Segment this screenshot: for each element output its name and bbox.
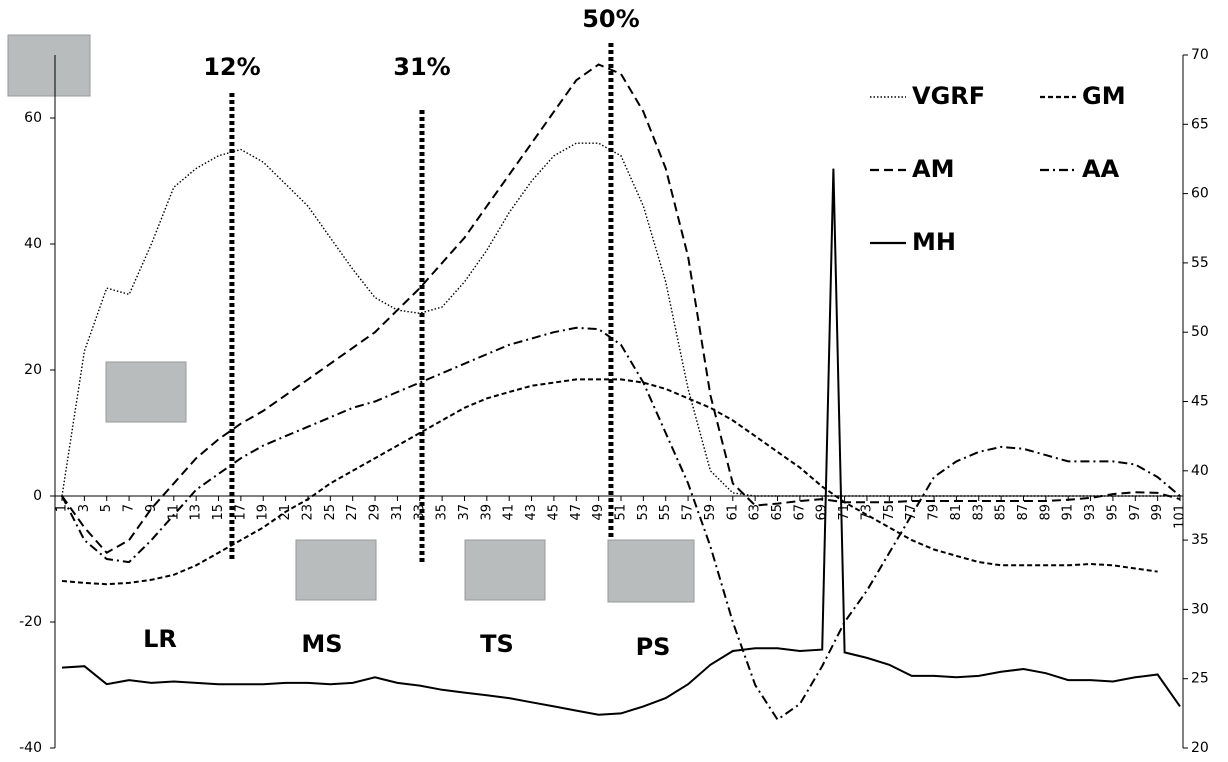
x-tick-label: 63 [748,504,763,521]
legend-label: MH [912,228,956,256]
x-tick-label: 95 [1105,504,1120,521]
y-tick-label: -40 [19,740,42,756]
x-tick-label: 35 [435,504,450,521]
photo [8,35,90,96]
legend-label: AM [912,155,954,183]
y2-tick-label: 25 [1191,671,1209,687]
x-tick-label: 101 [1173,504,1188,529]
x-tick-label: 11 [166,504,181,521]
x-tick-label: 99 [1150,504,1165,521]
y2-tick-label: 65 [1191,116,1209,132]
x-tick-label: 41 [502,504,517,521]
x-tick-label: 79 [927,504,942,521]
x-tick-label: 87 [1016,504,1031,521]
y-tick-label: 0 [33,488,42,504]
x-tick-label: 7 [122,504,137,512]
x-tick-label: 37 [457,504,472,521]
phase-label: PS [636,633,671,661]
annotation: 50% [582,5,639,33]
x-tick-label: 3 [77,504,92,512]
x-tick-label: 67 [792,504,807,521]
x-tick-label: 49 [591,504,606,521]
legend-label: GM [1082,82,1126,110]
x-tick-label: 89 [1038,504,1053,521]
y2-tick-label: 70 [1191,47,1209,63]
x-tick-label: 81 [949,504,964,521]
x-tick-label: 97 [1128,504,1143,521]
legend-label: AA [1082,155,1120,183]
x-tick-label: 93 [1083,504,1098,521]
x-tick-label: 19 [256,504,271,521]
phase-label: LR [143,625,177,653]
x-tick-label: 51 [614,504,629,521]
x-tick-label: 83 [971,504,986,521]
y2-tick-label: 20 [1191,740,1209,756]
chart: LR MS TS PS -40 -20 0 20 40 60 20 25 30 35 40 45 50 5… [0,0,1228,758]
y2-tick-label: 40 [1191,463,1209,479]
x-tick-label: 85 [994,504,1009,521]
x-tick-label: 55 [658,504,673,521]
x-tick-label: 65 [770,504,785,521]
y2-tick-label: 55 [1191,255,1209,271]
x-tick-label: 9 [144,504,159,512]
x-tick-label: 53 [636,504,651,521]
x-tick-label: 15 [211,504,226,521]
legend-label: VGRF [912,82,985,110]
x-tick-label: 27 [345,504,360,521]
y2-tick-label: 50 [1191,324,1209,340]
x-tick-label: 59 [703,504,718,521]
x-tick-label: 69 [815,504,830,521]
phase-label: TS [480,630,514,658]
y-tick-label: 40 [24,236,42,252]
x-tick-label: 29 [368,504,383,521]
x-tick-label: 45 [546,504,561,521]
y2-tick-label: 45 [1191,394,1209,410]
x-tick-label: 61 [725,504,740,521]
x-tick-label: 91 [1061,504,1076,521]
x-tick-label: 57 [681,504,696,521]
y-tick-label: 20 [24,362,42,378]
photo [608,540,694,602]
x-tick-label: 39 [479,504,494,521]
y2-tick-label: 35 [1191,532,1209,548]
x-tick-label: 31 [390,504,405,521]
x-tick-label: 43 [524,504,539,521]
y2-tick-label: 60 [1191,186,1209,202]
photo [296,540,376,600]
x-tick-label: 47 [569,504,584,521]
photo [106,362,186,422]
y2-tick-label: 30 [1191,601,1209,617]
x-tick-label: 71 [837,504,852,521]
x-tick-label: 75 [882,504,897,521]
x-tick-label: 25 [323,504,338,521]
x-tick-label: 23 [300,504,315,521]
x-tick-label: 5 [99,504,114,512]
annotation: 31% [393,53,450,81]
y-tick-label: 60 [24,110,42,126]
y-tick-label: -20 [19,614,42,630]
phase-label: MS [301,630,342,658]
annotation: 12% [203,53,260,81]
photo [465,540,545,600]
x-tick-label: 17 [233,504,248,521]
x-tick-label: 13 [189,504,204,521]
